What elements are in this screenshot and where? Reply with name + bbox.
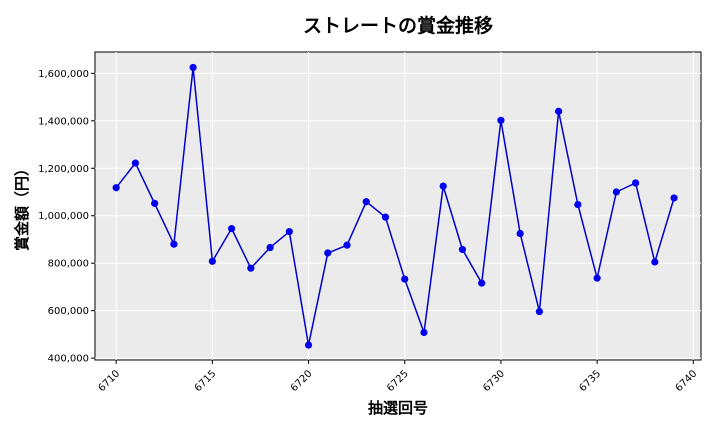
data-point — [516, 229, 524, 238]
y-tick-label: 1,400,000 — [38, 116, 89, 127]
data-point — [131, 159, 139, 167]
grid — [95, 52, 701, 360]
data-point — [151, 199, 159, 207]
x-tick-label: 6740 — [674, 368, 700, 394]
data-point — [478, 279, 486, 287]
data-point — [555, 107, 563, 115]
y-tick-label: 600,000 — [48, 306, 89, 317]
series-line — [115, 67, 675, 346]
x-tick-label: 6720 — [289, 368, 315, 394]
x-tick-label: 6730 — [481, 368, 507, 394]
series — [112, 63, 678, 349]
data-point — [497, 116, 505, 124]
data-point — [612, 188, 620, 196]
data-point — [343, 241, 351, 249]
y-tick-label: 400,000 — [48, 354, 89, 365]
data-point — [362, 198, 370, 206]
data-point — [574, 200, 582, 209]
data-point — [401, 275, 409, 283]
plot-area — [94, 51, 702, 361]
x-axis-label: 抽選回号 — [368, 399, 428, 417]
data-point — [208, 257, 216, 265]
x-tick-label: 6735 — [577, 368, 603, 394]
y-tick-label: 1,600,000 — [38, 69, 89, 80]
data-point — [593, 274, 601, 282]
y-tick-label: 1,200,000 — [38, 164, 89, 175]
data-point — [651, 258, 659, 266]
data-point — [631, 179, 640, 187]
y-axis-label: 賞金額（円） — [13, 161, 31, 251]
data-point — [381, 213, 390, 221]
data-point — [170, 240, 178, 248]
x-tick-label: 6710 — [97, 368, 123, 394]
x-tick-label: 6725 — [385, 368, 411, 394]
data-point — [458, 245, 467, 254]
y-tick-label: 1,000,000 — [38, 211, 89, 222]
y-tick-label: 800,000 — [48, 259, 89, 270]
data-point — [324, 249, 332, 257]
data-point — [304, 341, 313, 349]
data-point — [535, 307, 544, 316]
data-point — [670, 194, 678, 202]
x-tick-label: 6715 — [193, 368, 219, 394]
data-point — [285, 228, 293, 236]
data-point — [112, 184, 120, 192]
data-point — [189, 63, 197, 72]
data-point — [439, 182, 447, 190]
data-point — [420, 328, 428, 337]
data-point — [227, 224, 236, 233]
data-point — [266, 243, 274, 252]
chart-title: ストレートの賞金推移 — [303, 14, 493, 37]
data-point — [247, 264, 255, 272]
